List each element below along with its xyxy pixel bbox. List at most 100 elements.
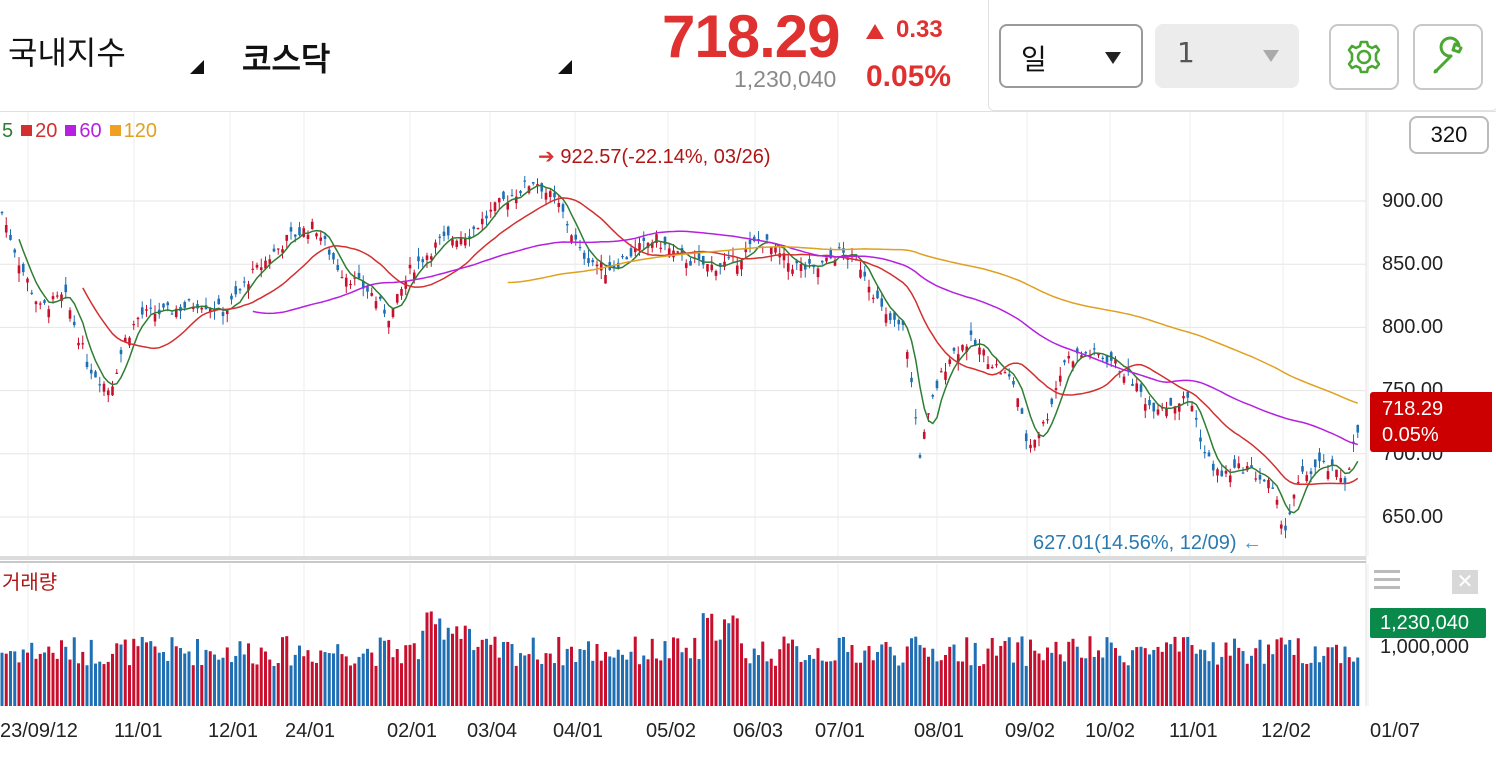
volume-bar xyxy=(68,659,72,706)
volume-bar xyxy=(106,661,110,706)
volume-bar xyxy=(208,651,212,706)
candle-body xyxy=(1003,372,1007,374)
candle-body xyxy=(13,249,17,253)
candle-body xyxy=(493,202,497,212)
candle-body xyxy=(1211,463,1215,471)
volume-bar xyxy=(570,646,573,706)
chevron-down-icon[interactable] xyxy=(1263,50,1279,62)
candle-body xyxy=(655,234,658,243)
interval-dropdown-value[interactable]: 1 xyxy=(1177,36,1195,69)
interval-dropdown[interactable]: 1 xyxy=(1155,24,1299,88)
candle-body xyxy=(650,242,654,248)
candle-body xyxy=(570,235,573,242)
volume-bar xyxy=(693,637,697,706)
candle-body xyxy=(72,321,76,326)
volume-bar xyxy=(1071,638,1075,706)
candle-body xyxy=(162,303,165,308)
candle-body xyxy=(986,364,990,370)
header-divider xyxy=(0,111,1496,112)
close-icon[interactable]: ✕ xyxy=(1452,570,1478,594)
volume-bar xyxy=(1186,636,1190,706)
candle-body xyxy=(391,308,395,318)
volume-bar xyxy=(965,637,969,706)
volume-bar xyxy=(361,653,365,706)
volume-bar xyxy=(85,665,89,706)
volume-bar xyxy=(565,648,569,706)
y-label-650: 650.00 xyxy=(1382,506,1444,528)
volume-bar xyxy=(1054,641,1058,706)
volume-bar xyxy=(765,661,769,706)
volume-bar xyxy=(1199,649,1202,706)
index-dropdown-icon[interactable] xyxy=(558,60,572,74)
volume-bar xyxy=(1020,636,1024,706)
settings-button[interactable] xyxy=(1329,24,1399,90)
x-label: 08/01 xyxy=(914,720,965,742)
volume-bar xyxy=(727,623,731,706)
candle-count-button[interactable]: 320 xyxy=(1409,116,1489,154)
volume-bar xyxy=(667,658,671,706)
candle-body xyxy=(697,252,701,260)
volume-bar xyxy=(1220,656,1224,706)
candle-body xyxy=(323,235,327,240)
index-selector-label[interactable]: 코스닥 xyxy=(242,40,331,78)
volume-bar xyxy=(485,638,488,706)
candle-body xyxy=(833,260,837,266)
volume-bar xyxy=(918,645,922,706)
menu-icon[interactable] xyxy=(1374,568,1400,594)
x-label: 01/07 xyxy=(1370,720,1421,742)
volume-bar xyxy=(217,659,221,706)
chevron-down-icon[interactable] xyxy=(1105,52,1121,64)
volume-bar xyxy=(378,637,382,706)
period-dropdown[interactable]: 일 xyxy=(999,24,1143,88)
candle-body xyxy=(366,286,369,292)
volume-bar xyxy=(421,630,425,706)
candlestick-chart[interactable] xyxy=(0,112,1496,756)
candle-body xyxy=(4,225,8,233)
candle-body xyxy=(285,234,289,241)
candle-body xyxy=(999,373,1003,375)
volume-bar xyxy=(723,619,726,706)
candle-body xyxy=(349,283,352,286)
wrench-icon[interactable] xyxy=(1415,26,1481,88)
ma120-label: 120 xyxy=(123,120,157,142)
period-dropdown-value[interactable]: 일 xyxy=(1021,43,1047,76)
volume-bar xyxy=(629,651,633,706)
gear-icon[interactable] xyxy=(1331,26,1397,88)
candle-body xyxy=(680,248,684,254)
volume-bar xyxy=(650,638,654,706)
volume-bar xyxy=(425,612,429,706)
candle-body xyxy=(480,218,484,225)
candle-body xyxy=(60,294,63,302)
candle-body xyxy=(842,248,845,253)
volume-bar xyxy=(795,646,799,706)
volume-bar xyxy=(961,661,964,706)
volume-bar xyxy=(472,650,476,706)
candle-body xyxy=(1186,391,1190,398)
volume-bar xyxy=(1326,647,1330,706)
volume-bar xyxy=(1067,641,1071,706)
volume-bar xyxy=(451,633,454,706)
candle-body xyxy=(642,237,646,241)
market-dropdown-icon[interactable] xyxy=(190,60,204,74)
market-selector-label[interactable]: 국내지수 xyxy=(8,34,126,72)
candle-body xyxy=(1279,524,1283,529)
candle-body xyxy=(769,247,773,255)
candle-body xyxy=(1148,399,1151,406)
volume-bar xyxy=(880,644,884,706)
volume-bar xyxy=(927,656,930,706)
candle-body xyxy=(786,263,790,272)
volume-bar xyxy=(387,639,391,706)
volume-bar xyxy=(935,661,939,706)
volume-bar xyxy=(30,642,34,706)
volume-bar xyxy=(1139,646,1143,706)
volume-bar xyxy=(1224,642,1228,706)
candle-body xyxy=(701,255,705,265)
volume-bar xyxy=(769,658,773,706)
candle-body xyxy=(944,371,947,380)
pane-splitter[interactable] xyxy=(0,556,1366,560)
volume-bar xyxy=(893,655,896,706)
candle-body xyxy=(689,261,692,266)
volume-bar xyxy=(1237,647,1241,706)
chart-area[interactable] xyxy=(0,112,1496,756)
tools-button[interactable] xyxy=(1413,24,1483,90)
